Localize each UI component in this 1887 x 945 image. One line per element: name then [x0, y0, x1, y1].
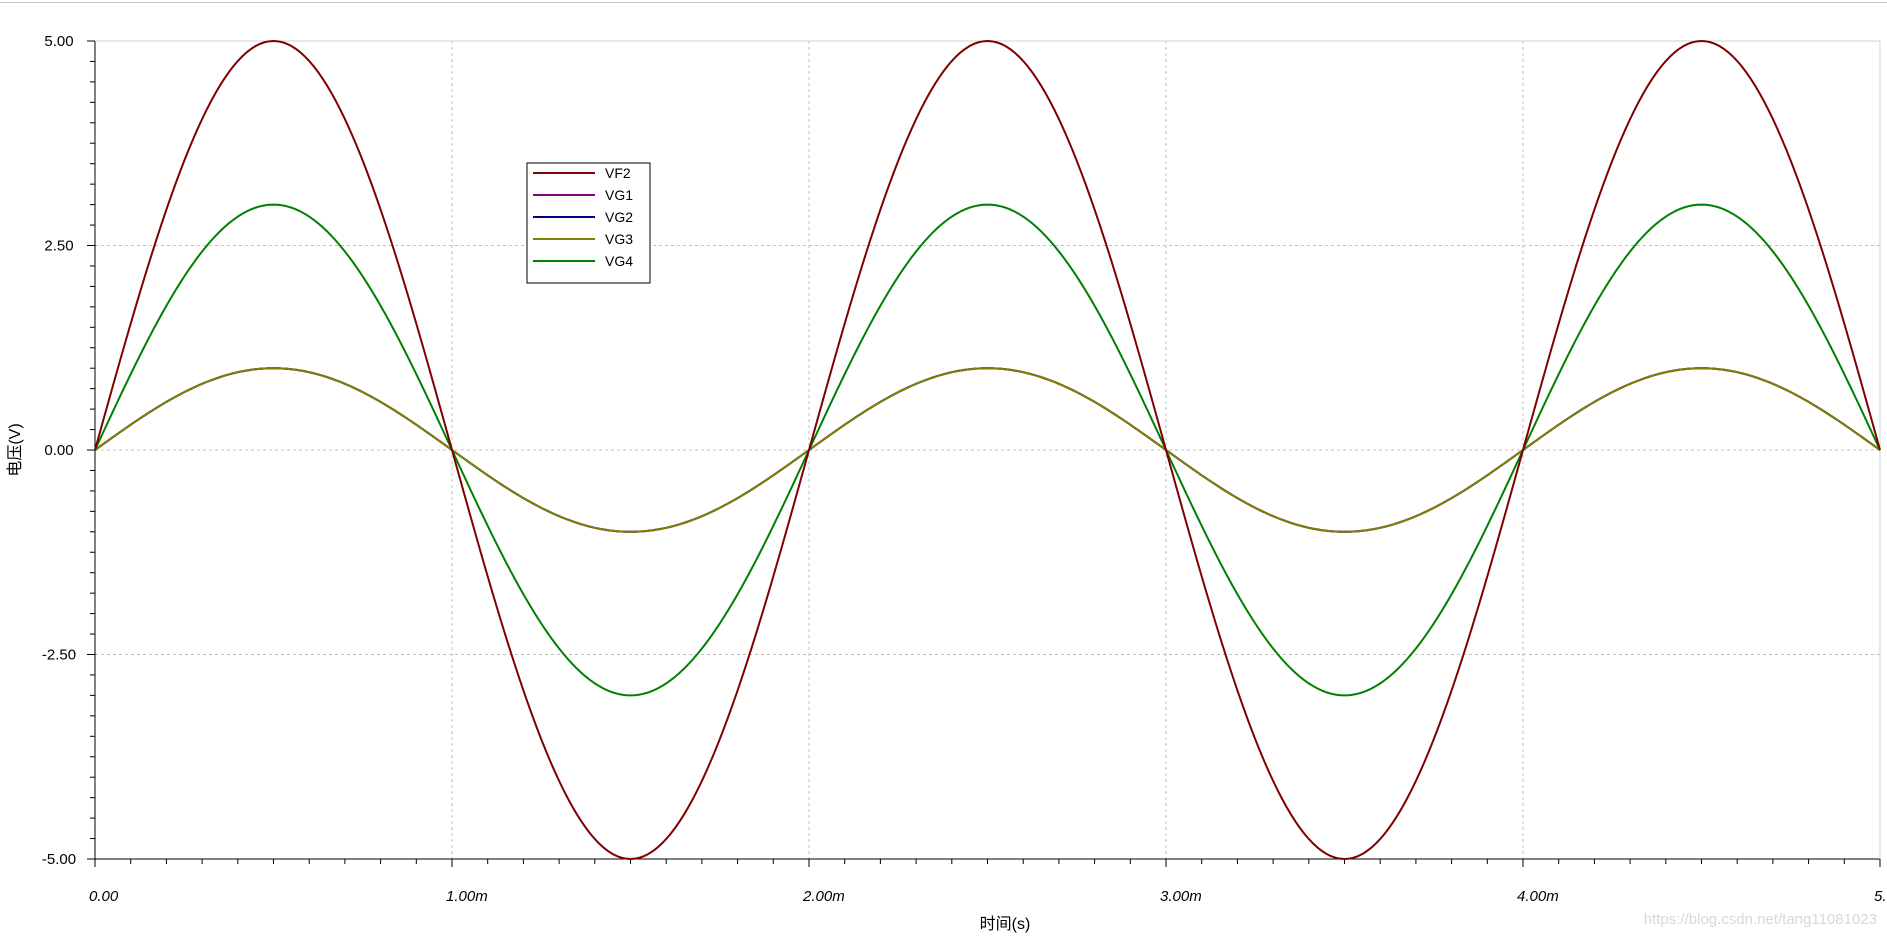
x-tick-label-5: 5.00m	[1874, 888, 1887, 905]
x-tick-label-3: 3.00m	[1160, 888, 1202, 905]
series-line-vg4	[94, 203, 1881, 697]
x-tick-label-1: 1.00m	[446, 888, 488, 905]
x-tick-label-4: 4.00m	[1517, 888, 1559, 905]
series-lines	[94, 39, 1881, 861]
watermark-text: https://blog.csdn.net/tang11081023	[1643, 911, 1877, 928]
legend-label-vf2: VF2	[605, 165, 631, 181]
y-tick-label-3: -2.50	[42, 647, 76, 664]
axes	[94, 40, 1881, 860]
legend-label-vg3: VG3	[605, 231, 633, 247]
legend-label-vg1: VG1	[605, 187, 633, 203]
legend-box	[526, 162, 651, 284]
legend-label-vg2: VG2	[605, 209, 633, 225]
minor-ticks	[87, 40, 1881, 867]
y-tick-label-2: 0.00	[44, 442, 73, 459]
x-axis-title: 时间(s)	[980, 915, 1031, 933]
legend-label-vg4: VG4	[605, 253, 633, 269]
y-tick-label-0: 5.00	[44, 33, 73, 50]
x-tick-label-0: 0.00	[89, 888, 119, 905]
grid-lines	[95, 40, 1881, 859]
x-tick-label-2: 2.00m	[802, 888, 845, 905]
series-line-vf2	[94, 39, 1881, 861]
series-line-vg3	[94, 367, 1881, 533]
top-border-line	[0, 2, 1887, 3]
y-axis-title: 电压(V)	[6, 423, 24, 476]
x-tick-labels: 0.00 1.00m 2.00m 3.00m 4.00m 5.00m	[89, 888, 1887, 905]
legend[interactable]: VF2 VG1 VG2 VG3 VG4	[526, 162, 651, 284]
y-tick-label-1: 2.50	[44, 238, 73, 255]
y-tick-label-4: -5.00	[42, 851, 76, 868]
y-tick-labels: 5.00 2.50 0.00 -2.50 -5.00	[42, 33, 76, 868]
